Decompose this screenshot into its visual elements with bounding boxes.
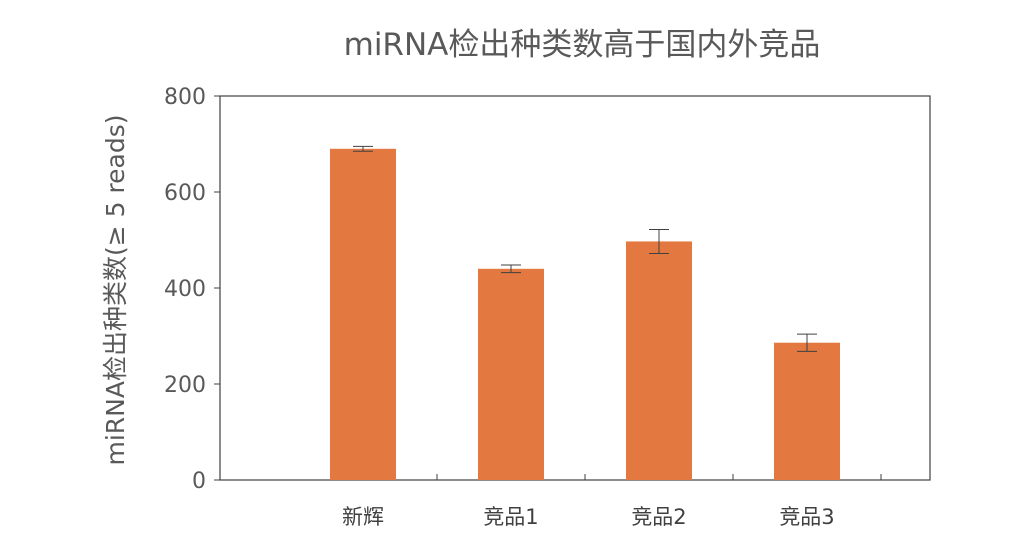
y-tick-label: 200 [164,373,206,398]
bar [626,241,692,480]
error-bar [501,264,521,274]
error-bar [353,145,373,152]
x-tick-label: 新辉 [342,505,384,529]
error-bar [649,228,669,254]
bar [774,342,840,480]
y-tick-label: 600 [164,181,206,206]
bar [478,268,544,480]
bar [330,148,396,481]
x-tick-label: 竞品1 [483,505,538,529]
bar-group: 新辉 竞品1 竞品2 竞品3 [330,145,882,529]
y-tick-label: 0 [192,469,206,494]
y-tick-group: 0 200 400 600 800 [164,85,220,494]
y-axis-label: miRNA检出种类数(≥ 5 reads) [101,114,130,465]
x-tick-label: 竞品2 [631,505,686,529]
y-tick-label: 800 [164,85,206,110]
x-tick-label: 竞品3 [779,505,834,529]
y-tick-label: 400 [164,277,206,302]
error-bar [797,333,817,352]
chart-title: miRNA检出种类数高于国内外竞品 [344,27,821,63]
